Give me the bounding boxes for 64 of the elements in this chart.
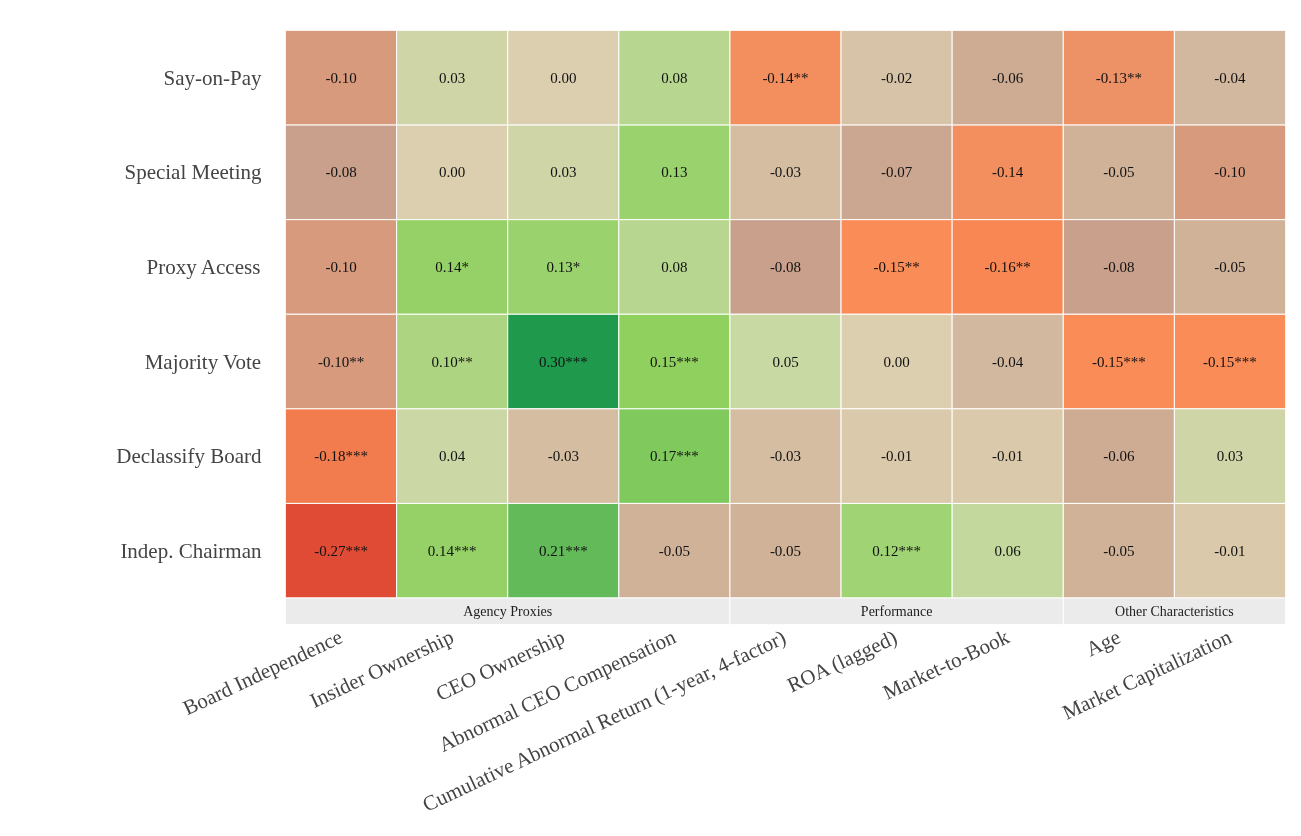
data-label: -0.10 [325, 258, 357, 275]
data-label: -0.18*** [314, 448, 368, 465]
y-tick-label: Declassify Board [116, 444, 262, 469]
data-label: 0.15*** [650, 353, 699, 370]
data-label: 0.00 [439, 164, 466, 181]
data-label: 0.05 [772, 353, 799, 370]
data-label: -0.04 [1214, 69, 1247, 86]
text: Performance [860, 603, 933, 619]
y-tick-label: Majority Vote [144, 349, 262, 374]
data-label: 0.08 [661, 69, 688, 86]
data-label: -0.10 [325, 69, 357, 86]
data-label: -0.05 [1214, 258, 1246, 275]
y-tick-label: Say-on-Pay [163, 65, 262, 90]
data-label: -0.08 [769, 258, 802, 275]
data-label: 0.00 [883, 353, 910, 370]
data-label: 0.03 [550, 164, 577, 181]
data-label: -0.01 [1214, 542, 1246, 559]
data-label: -0.10** [317, 353, 365, 370]
data-label: -0.15*** [1091, 353, 1146, 370]
data-label: -0.14** [762, 69, 809, 86]
data-label: -0.05 [769, 542, 802, 559]
data-label: 0.21*** [538, 542, 588, 559]
data-label: 0.30*** [538, 353, 588, 370]
data-label: -0.04 [992, 353, 1024, 370]
data-label: 0.13 [661, 164, 688, 181]
data-label: 0.12*** [872, 542, 921, 559]
data-label: -0.07 [880, 164, 913, 181]
data-label: -0.05 [1103, 542, 1135, 559]
y-tick-label: Proxy Access [146, 254, 261, 279]
data-label: -0.10 [1214, 164, 1246, 181]
data-label: -0.15** [873, 258, 920, 275]
data-label: 0.10** [431, 353, 473, 370]
data-label: -0.01 [992, 448, 1024, 465]
data-label: -0.15*** [1203, 353, 1257, 370]
data-label: 0.14* [435, 258, 470, 275]
data-label: 0.06 [994, 542, 1022, 559]
text: Other Characteristics [1115, 603, 1234, 619]
data-label: -0.02 [880, 69, 913, 86]
data-label: -0.05 [658, 542, 691, 559]
data-label: -0.08 [325, 164, 357, 181]
data-label: 0.14*** [427, 542, 477, 559]
data-label: -0.03 [769, 164, 802, 181]
data-label: 0.03 [1216, 448, 1244, 465]
data-label: -0.16** [984, 258, 1031, 275]
data-label: -0.03 [547, 448, 579, 465]
data-label: -0.14 [992, 164, 1024, 181]
data-label: 0.17*** [650, 448, 699, 465]
y-tick-label: Indep. Chairman [120, 538, 262, 563]
data-label: 0.13* [546, 258, 581, 275]
data-label: -0.06 [992, 69, 1024, 86]
data-label: 0.03 [439, 69, 466, 86]
data-label: 0.00 [550, 69, 577, 86]
x-tick-label: Age [1082, 624, 1124, 662]
data-label: -0.03 [769, 448, 802, 465]
data-label: -0.01 [880, 448, 913, 465]
data-label: -0.08 [1103, 258, 1135, 275]
y-tick-label: Special Meeting [124, 160, 262, 185]
text: Agency Proxies [463, 603, 553, 619]
data-label: -0.05 [1103, 164, 1135, 181]
data-label: -0.06 [1103, 448, 1135, 465]
data-label: -0.27*** [314, 542, 368, 559]
data-label: -0.13** [1095, 69, 1142, 86]
data-label: 0.04 [439, 448, 466, 465]
data-label: 0.08 [661, 258, 688, 275]
